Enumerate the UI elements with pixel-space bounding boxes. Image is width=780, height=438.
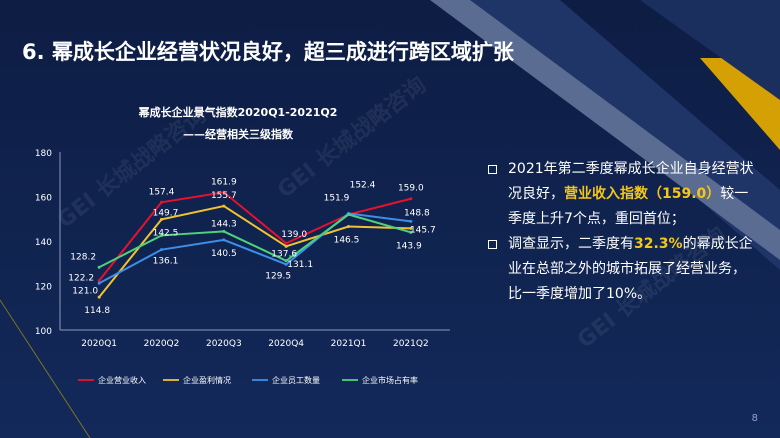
data-label: 145.7 (410, 225, 436, 235)
data-label: 149.7 (153, 208, 179, 218)
bullet-highlight: 营业收入指数（159.0） (564, 186, 721, 202)
data-label: 146.5 (334, 236, 360, 246)
data-point (347, 213, 350, 217)
y-tick-label: 140 (35, 238, 52, 248)
data-point (97, 295, 101, 299)
data-label: 140.5 (211, 249, 237, 259)
data-point (160, 233, 163, 237)
data-point (160, 248, 163, 252)
bullet-text: 调查显示，二季度有 (508, 236, 634, 252)
data-point (284, 244, 288, 248)
page-title: 6. 幂成长企业经营状况良好，超三成进行跨区域扩张 (22, 40, 514, 64)
bullet-item: 调查显示，二季度有32.3%的幂成长企业在总部之外的城市拓展了经营业务，比一季度… (486, 232, 756, 307)
data-point (347, 225, 350, 229)
data-label: 139.0 (281, 230, 307, 240)
data-label: 161.9 (211, 177, 237, 187)
data-point (409, 230, 413, 234)
data-point (284, 262, 288, 266)
bullet-list: 2021年第二季度幂成长企业自身经营状况良好，营业收入指数（159.0）较一季度… (486, 157, 756, 307)
data-point (409, 219, 413, 223)
data-point (97, 265, 101, 269)
y-tick-label: 160 (35, 194, 52, 204)
series-line (98, 213, 412, 269)
data-label: 129.5 (265, 271, 291, 281)
data-point (222, 238, 226, 242)
stripe-gray (430, 0, 780, 260)
data-label: 121.0 (72, 286, 98, 296)
data-label: 114.8 (84, 306, 110, 316)
x-tick-label: 2021Q2 (393, 339, 429, 349)
data-point (284, 241, 288, 245)
bullet-text: 2021年第二季度幂成长企业自身经营状况良好， (508, 161, 754, 202)
data-label: 155.7 (211, 191, 237, 201)
data-label: 142.5 (153, 228, 179, 238)
data-point (97, 281, 101, 285)
y-tick-label: 180 (35, 149, 52, 159)
diagonal-line (0, 299, 91, 438)
data-point (222, 204, 226, 208)
bullet-item: 2021年第二季度幂成长企业自身经营状况良好，营业收入指数（159.0）较一季度… (486, 157, 756, 232)
data-point (97, 279, 101, 283)
stripe-top-right (640, 0, 780, 100)
data-label: 152.4 (350, 180, 376, 190)
data-label: 159.0 (398, 184, 424, 194)
data-point (409, 197, 413, 201)
series-line (98, 212, 411, 285)
data-label: 157.4 (149, 187, 175, 197)
y-tick-label: 100 (35, 327, 52, 337)
x-tick-label: 2020Q3 (206, 339, 242, 349)
legend-label: 企业盈利情况 (183, 375, 231, 385)
data-label: 151.9 (324, 194, 350, 204)
legend-label: 企业营业收入 (98, 375, 146, 385)
data-point (284, 259, 288, 263)
data-label: 122.2 (68, 274, 94, 284)
x-tick-label: 2021Q1 (331, 339, 367, 349)
x-tick-label: 2020Q1 (81, 339, 117, 349)
x-tick-label: 2020Q4 (268, 339, 304, 349)
data-point (222, 229, 226, 233)
x-tick-label: 2020Q2 (144, 339, 180, 349)
data-label: 144.3 (211, 219, 237, 229)
chart-title: 幂成长企业景气指数2020Q1-2021Q2 (138, 106, 338, 119)
bullet-text: 较一季度上升7个点，重回首位； (508, 186, 749, 227)
data-label: 148.8 (404, 208, 430, 218)
data-point (160, 217, 163, 221)
data-label: 143.9 (396, 241, 422, 251)
bullet-text: 的幂成长企业在总部之外的城市拓展了经营业务，比一季度增加了10%。 (508, 236, 753, 302)
square-bullet-icon (488, 240, 497, 249)
data-point (222, 190, 226, 194)
bullet-highlight: 32.3% (634, 236, 683, 252)
data-label: 137.6 (271, 249, 297, 259)
data-label: 136.1 (153, 257, 179, 267)
chart-subtitle: ——经营相关三级指数 (183, 128, 293, 141)
legend-label: 企业员工数量 (272, 375, 320, 385)
series-line (98, 205, 411, 298)
chart-plot: 100 120 140 160 180 2020Q1 2020Q2 2020Q3 2020Q4 2… (35, 149, 450, 385)
series-line (98, 191, 412, 282)
data-label: 131.1 (287, 260, 313, 270)
data-label: 128.2 (70, 252, 96, 262)
legend-label: 企业市场占有率 (362, 375, 418, 385)
page-number: 8 (751, 413, 758, 424)
data-point (409, 226, 413, 230)
square-bullet-icon (488, 165, 497, 174)
y-tick-label: 120 (35, 283, 52, 293)
line-chart: 幂成长企业景气指数2020Q1-2021Q2 ——经营相关三级指数 100 120… (8, 98, 468, 398)
data-point (160, 200, 163, 204)
